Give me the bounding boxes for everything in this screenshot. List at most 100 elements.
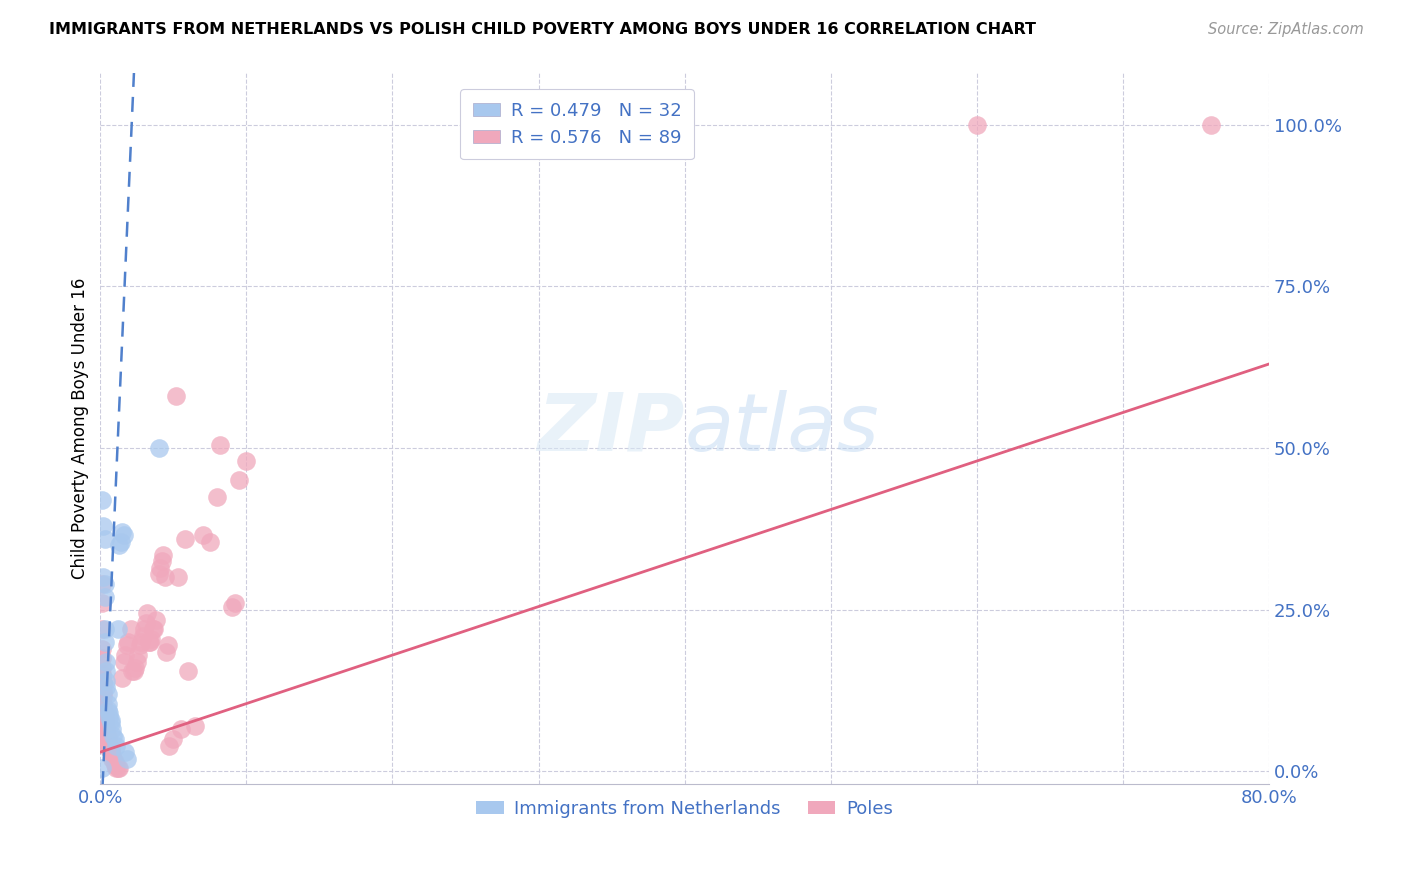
Point [90,761,112,775]
Text: ZIP: ZIP [537,390,685,467]
Point [90,651,112,665]
Point [149,561,172,575]
Point [221,599,243,614]
Point [93,713,115,727]
Point [198,534,221,549]
Point [100,713,122,727]
Point [98,709,121,723]
Point [91,677,114,691]
Point [138,635,160,649]
Point [122,665,145,679]
Point [235,454,257,468]
Point [209,438,232,452]
Point [96,719,118,733]
Point [90,622,112,636]
Point [153,570,176,584]
Point [170,723,193,737]
Point [96,681,118,695]
Point [93,709,115,723]
Point [150,554,173,568]
Point [134,622,156,636]
Point [184,719,207,733]
Point [107,761,129,775]
Point [100,745,122,759]
Point [1199,118,1222,132]
Point [135,615,157,630]
Point [93,577,115,591]
Point [93,635,115,649]
Point [90,577,112,591]
Point [139,635,162,649]
Point [91,673,114,688]
Point [91,518,114,533]
Point [97,697,120,711]
Point [93,590,115,604]
Point [120,622,142,636]
Point [96,665,118,679]
Point [141,632,163,646]
Point [165,389,187,403]
Point [156,639,179,653]
Point [96,729,118,743]
Point [93,622,115,636]
Point [177,665,200,679]
Point [108,761,131,775]
Point [98,706,121,721]
Legend: Immigrants from Netherlands, Poles: Immigrants from Netherlands, Poles [470,793,900,825]
Point [91,697,114,711]
Point [91,690,114,705]
Point [101,751,124,765]
Point [112,655,135,669]
Point [97,735,120,749]
Point [129,635,152,649]
Point [143,622,166,636]
Point [966,118,988,132]
Point [108,538,131,552]
Point [104,755,127,769]
Point [117,635,139,649]
Point [93,706,115,721]
Point [115,639,138,653]
Point [124,661,146,675]
Point [91,699,114,714]
Point [111,525,134,540]
Point [673,118,696,132]
Point [90,641,112,656]
Point [105,739,128,753]
Point [96,655,118,669]
Point [114,648,136,662]
Point [93,719,115,733]
Point [174,532,197,546]
Point [121,665,143,679]
Point [105,761,128,775]
Point [96,725,118,739]
Point [93,532,115,546]
Point [112,528,135,542]
Point [96,673,118,688]
Point [166,570,188,584]
Text: Source: ZipAtlas.com: Source: ZipAtlas.com [1208,22,1364,37]
Point [91,683,114,698]
Point [155,645,177,659]
Point [90,667,112,681]
Point [136,606,159,620]
Point [103,751,125,765]
Point [145,613,167,627]
Point [115,751,138,765]
Point [103,729,125,743]
Point [110,534,132,549]
Point [228,474,250,488]
Point [111,671,134,685]
Point [114,745,136,759]
Point [128,639,150,653]
Point [100,716,122,731]
Point [107,622,129,636]
Point [224,596,246,610]
Point [101,748,124,763]
Point [162,732,184,747]
Point [148,441,170,455]
Point [98,742,121,756]
Point [97,732,120,747]
Point [105,758,128,772]
Point [152,548,174,562]
